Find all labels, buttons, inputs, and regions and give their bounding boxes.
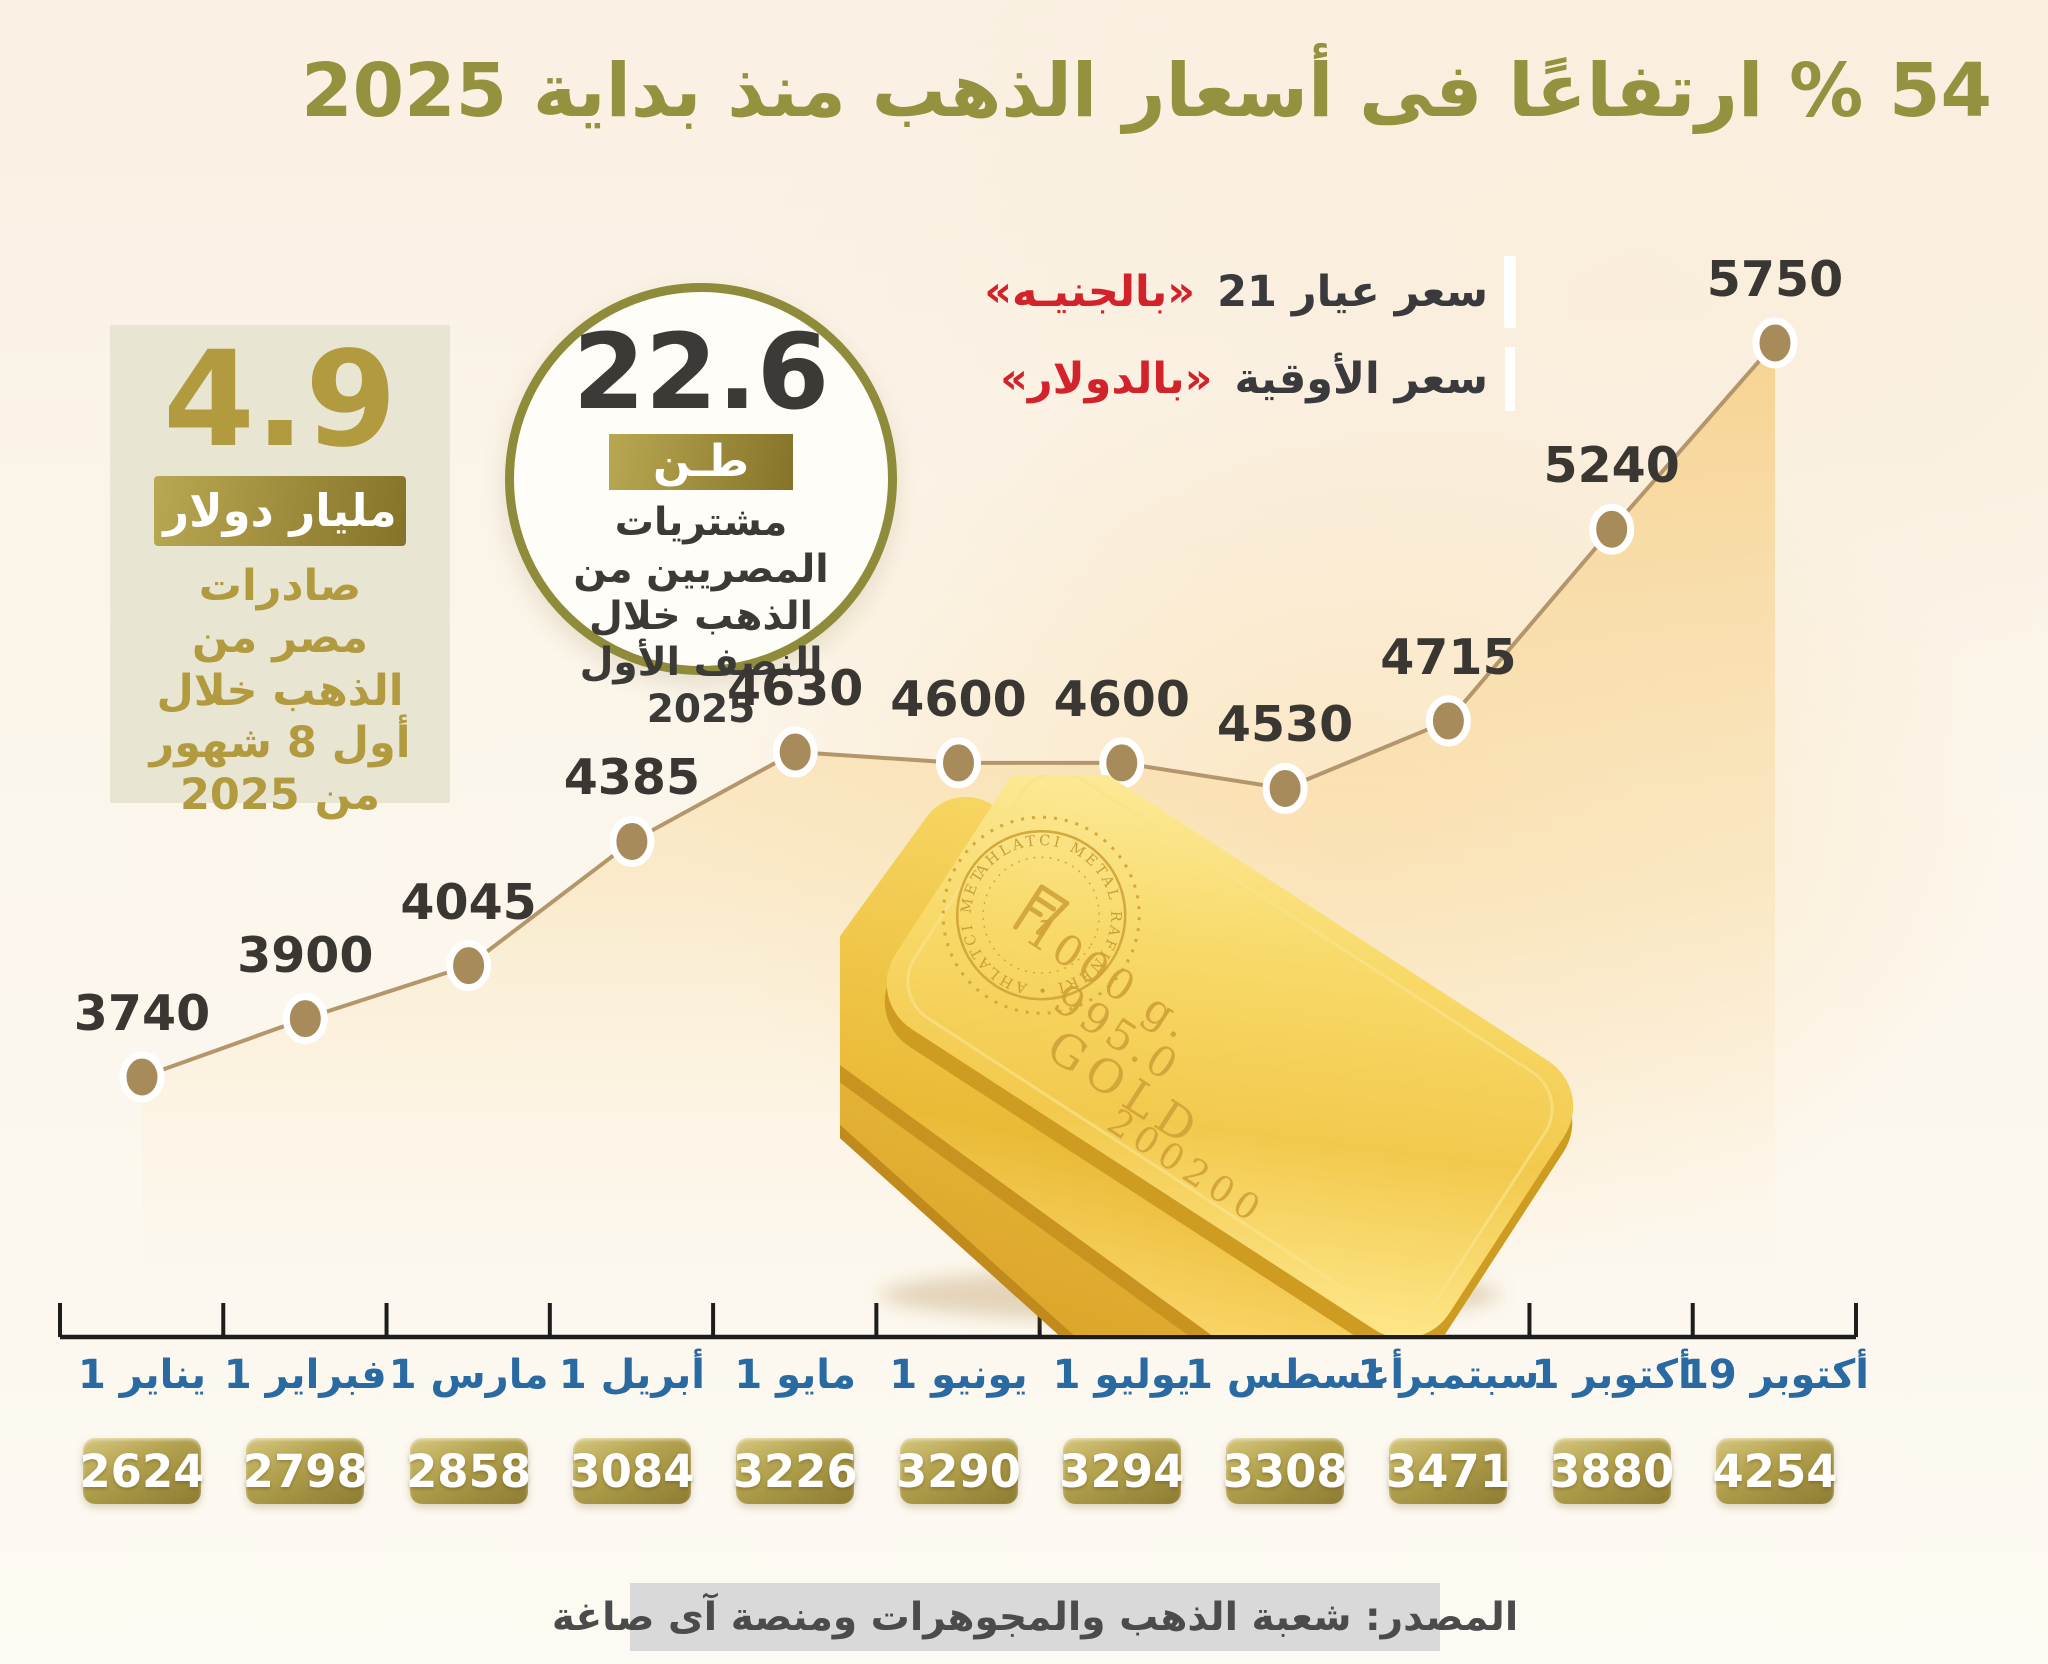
usd-price-value: 3880 [1549, 1444, 1675, 1498]
date-label: 1 أكتوبر [1531, 1352, 1692, 1398]
usd-price-value: 3308 [1222, 1444, 1348, 1498]
point-value-label: 4600 [890, 670, 1027, 728]
point-value-label: 4385 [563, 749, 701, 807]
usd-price-badge: 3084 [569, 1438, 695, 1504]
point-value-label: 4600 [1053, 670, 1190, 728]
data-point [119, 1051, 165, 1103]
usd-price-value: 2858 [405, 1444, 532, 1498]
point-value-label: 3740 [73, 985, 211, 1042]
date-label: 1 أبريل [558, 1352, 705, 1398]
export-unit-badge: مليار دولار [154, 475, 406, 546]
usd-price-value: 2624 [79, 1444, 205, 1498]
usd-price-value: 3294 [1059, 1444, 1185, 1498]
usd-price-badge: 2798 [243, 1438, 368, 1504]
purchases-unit-badge: طـن [609, 434, 793, 490]
usd-price-badge: 2624 [79, 1438, 205, 1504]
page-title: 54 % ارتفاعًا فى أسعار الذهب منذ بداية 2… [301, 48, 1993, 134]
export-value: 4.9 [163, 323, 397, 477]
usd-price-value: 3226 [732, 1444, 858, 1498]
chart-legend: سعر عيار 21 «بالجنيـه» سعر الأوقية «بالد… [984, 262, 1510, 406]
legend-unit: «بالدولار» [1000, 354, 1213, 404]
data-point [282, 993, 328, 1045]
usd-price-value: 3084 [569, 1444, 695, 1498]
point-value-label: 4045 [400, 873, 537, 931]
usd-price-badge: 3308 [1222, 1438, 1348, 1504]
usd-price-badge: 3471 [1386, 1438, 1511, 1504]
legend-label: سعر الأوقية [1234, 354, 1488, 404]
date-label: 1 يناير [77, 1352, 207, 1398]
point-value-label: 3900 [237, 926, 374, 984]
date-label: 1 فبراير [223, 1352, 387, 1398]
purchases-description: مشتريات المصريين من الذهب خلال النصف الأ… [573, 500, 829, 733]
gold-bars-illustration: AHLATCI METAL RAFINERI • AHLATCI METAL R… [840, 775, 1574, 1335]
usd-price-badge: 3290 [896, 1438, 1021, 1504]
purchases-value: 22.6 [572, 311, 830, 433]
usd-price-value: 4254 [1712, 1444, 1838, 1498]
date-label: 1 أغسطس [1185, 1352, 1405, 1398]
usd-price-value: 3290 [895, 1444, 1022, 1498]
point-value-label: 5240 [1543, 437, 1680, 495]
source-text: المصدر: شعبة الذهب والمجوهرات ومنصة آى ص… [551, 1594, 1519, 1640]
source-bar: المصدر: شعبة الذهب والمجوهرات ومنصة آى ص… [552, 1583, 1518, 1651]
usd-price-value: 3471 [1385, 1444, 1512, 1498]
export-description: صادرات مصر من الذهب خلال أول 8 شهور من 2… [149, 560, 411, 821]
purchases-stat-circle: 22.6 طـن مشتريات المصريين من الذهب خلال … [505, 283, 897, 732]
data-point [772, 726, 818, 778]
usd-price-badge: 2858 [406, 1438, 531, 1504]
data-point [1589, 503, 1635, 555]
legend-label: سعر عيار 21 [1217, 267, 1488, 317]
usd-price-value: 2798 [242, 1444, 368, 1498]
date-label: 1 يونيو [889, 1352, 1028, 1398]
date-label: 19 أكتوبر [1681, 1352, 1869, 1398]
point-value-label: 4715 [1380, 628, 1517, 686]
data-point [1425, 695, 1471, 747]
data-point [936, 737, 981, 789]
usd-price-badge: 3226 [733, 1438, 858, 1504]
data-point [609, 815, 655, 867]
point-value-label: 4530 [1216, 696, 1354, 754]
date-label: 1 يوليو [1052, 1352, 1191, 1398]
date-label: 1 مارس [388, 1352, 549, 1398]
data-point [1752, 317, 1798, 369]
gold-bar-top: AHLATCI METAL RAFINERI • AHLATCI METAL R… [884, 775, 1574, 1335]
usd-price-badge: 3880 [1549, 1438, 1674, 1504]
legend-unit: «بالجنيـه» [984, 267, 1196, 317]
legend-row-usd: سعر الأوقية «بالدولار» [1000, 352, 1510, 406]
data-point [446, 940, 492, 992]
usd-price-badge: 3294 [1059, 1438, 1184, 1504]
date-label: 1 مايو [734, 1352, 857, 1398]
point-value-label: 5750 [1706, 250, 1844, 308]
legend-row-egp: سعر عيار 21 «بالجنيـه» [984, 262, 1510, 322]
point-value-label: 4630 [726, 659, 864, 717]
usd-price-badge: 4254 [1712, 1438, 1838, 1504]
export-stat-box: 4.9 مليار دولار صادرات مصر من الذهب خلال… [110, 323, 450, 820]
date-label: 1 سبتمبر [1357, 1352, 1540, 1398]
data-point [1262, 762, 1308, 814]
